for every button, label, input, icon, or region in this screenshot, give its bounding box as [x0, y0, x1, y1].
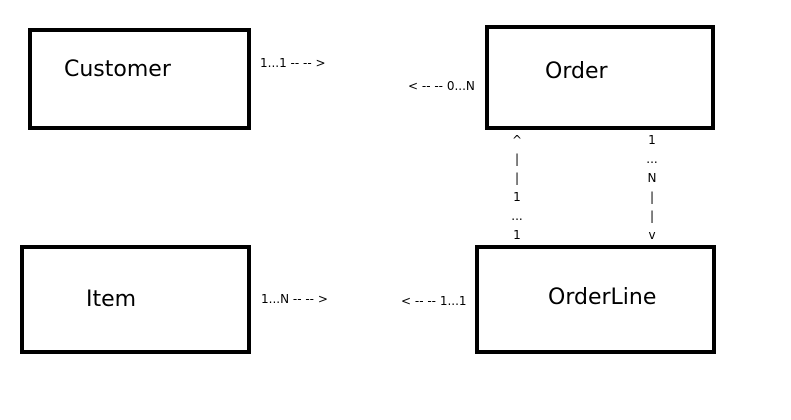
order-orderline-mult-dots: ... [646, 152, 658, 166]
order-orderline-arrow-head: v [648, 228, 656, 242]
orderline-order-mult-1: 1 [513, 190, 521, 204]
item-entity-label: Item [86, 287, 137, 312]
item-orderline-multiplicity: 1...N -- -- > [261, 292, 328, 306]
customer-entity-label: Customer [64, 57, 171, 82]
customer-order-multiplicity: 1...1 -- -- > [260, 56, 326, 70]
order-orderline-line-1: | [649, 190, 655, 204]
order-orderline-mult-1: 1 [648, 133, 656, 147]
order-orderline-line-2: | [649, 209, 655, 223]
order-orderline-multiplicity: 1 ... N | | v [642, 131, 662, 245]
order-entity-box [485, 25, 715, 130]
order-orderline-mult-n: N [647, 171, 657, 185]
orderline-order-mult-dots: ... [511, 209, 523, 223]
orderline-order-mult-2: 1 [513, 228, 521, 242]
orderline-entity-label: OrderLine [548, 285, 657, 310]
orderline-order-multiplicity: ^ | | 1 ... 1 [507, 131, 527, 245]
orderline-order-line-2: | [514, 171, 520, 185]
item-entity-box [20, 245, 251, 354]
order-entity-label: Order [545, 59, 608, 84]
order-customer-multiplicity: < -- -- 0...N [408, 79, 475, 93]
orderline-order-line-1: | [514, 152, 520, 166]
orderline-order-arrow-head: ^ [511, 133, 523, 147]
customer-entity-box [28, 28, 251, 130]
orderline-entity-box [475, 245, 716, 354]
orderline-item-multiplicity: < -- -- 1...1 [401, 294, 467, 308]
